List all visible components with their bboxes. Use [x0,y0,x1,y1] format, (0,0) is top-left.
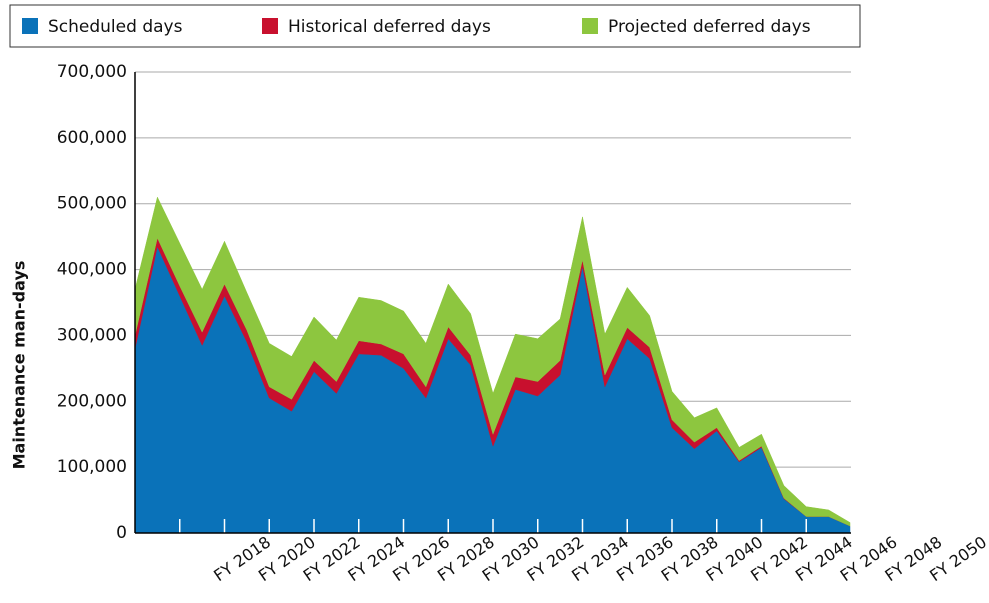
legend-box [9,4,861,48]
y-tick-label: 400,000 [57,260,127,280]
legend-swatch [262,18,278,34]
legend-label: Scheduled days [48,17,183,37]
legend-swatch [22,18,38,34]
y-tick-label: 300,000 [57,325,127,345]
legend-label: Projected deferred days [608,17,811,37]
y-axis-title: Maintenance man-days [10,261,29,470]
y-tick-label: 700,000 [57,62,127,82]
y-tick-label: 100,000 [57,457,127,477]
legend-label: Historical deferred days [288,17,491,37]
y-tick-label: 0 [116,523,127,543]
y-tick-label: 500,000 [57,194,127,214]
y-tick-label: 200,000 [57,391,127,411]
y-tick-label: 600,000 [57,128,127,148]
legend-swatch [582,18,598,34]
